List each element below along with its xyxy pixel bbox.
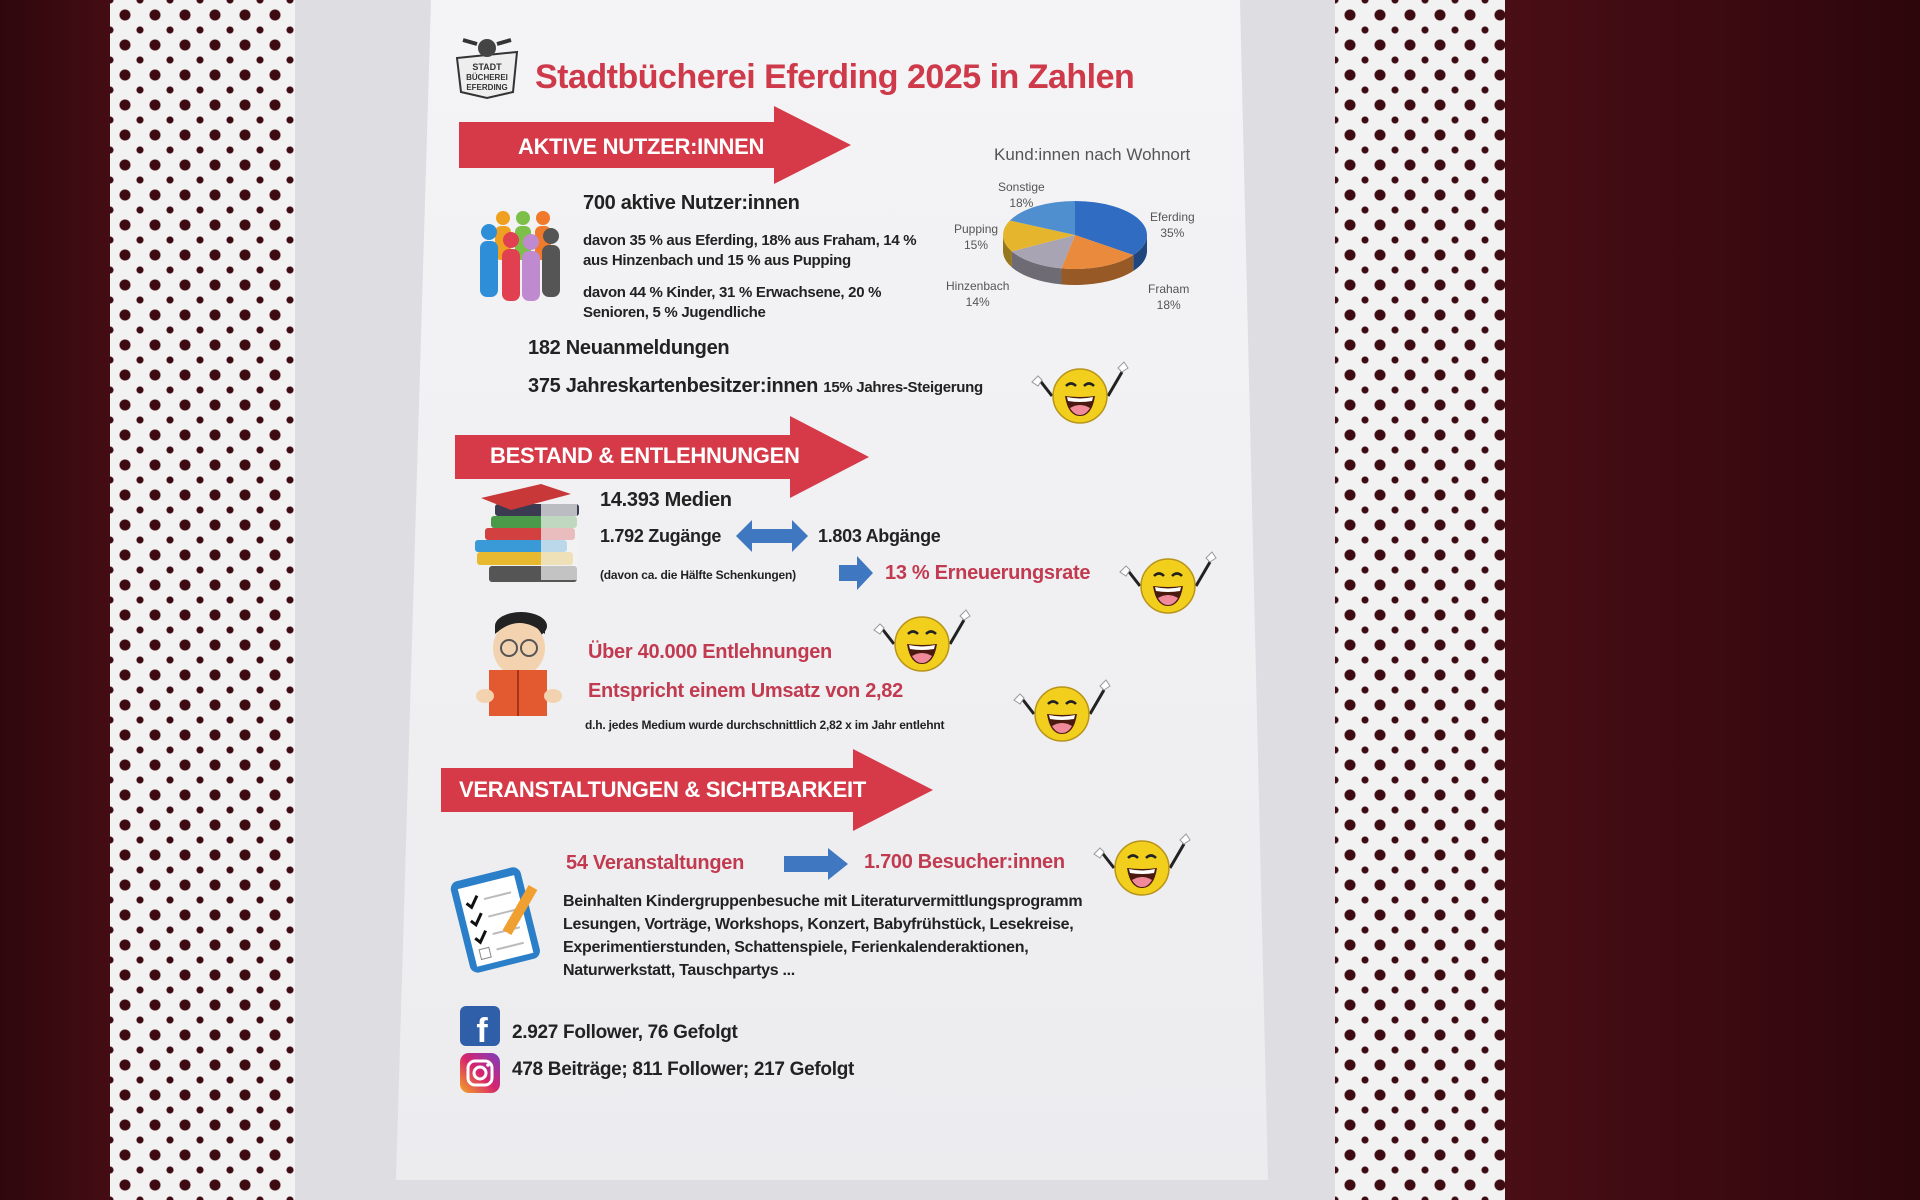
facebook-icon: f xyxy=(460,1006,500,1050)
library-logo: STADT BÜCHEREI EFERDING xyxy=(455,38,519,100)
donations-note: (davon ca. die Hälfte Schenkungen) xyxy=(600,568,796,582)
pie-label-eferding: Eferding 35% xyxy=(1150,209,1195,241)
visitor-count: 1.700 Besucher:innen xyxy=(864,851,1065,873)
instagram-stats: 478 Beiträge; 811 Follower; 217 Gefolgt xyxy=(512,1059,855,1080)
events-line: Beinhalten Kindergruppenbesuche mit Lite… xyxy=(563,893,1083,910)
turnover: Entspricht einem Umsatz von 2,82 xyxy=(588,680,903,702)
checklist-clipboard-icon xyxy=(450,867,540,973)
age-line-2: Senioren, 5 % Jugendliche xyxy=(583,304,766,321)
events-line: Naturwerkstatt, Tauschpartys ... xyxy=(563,962,795,979)
annual-growth: 15% Jahres-Steigerung xyxy=(823,379,983,396)
section-arrow-events xyxy=(441,749,933,831)
right-arrow-icon xyxy=(784,848,848,880)
pie-label-value: 18% xyxy=(1156,298,1181,312)
facebook-stats: 2.927 Follower, 76 Gefolgt xyxy=(512,1022,738,1043)
media-count: 14.393 Medien xyxy=(600,489,732,511)
pie-slice-eferding xyxy=(1075,201,1147,255)
instagram-icon xyxy=(460,1053,500,1093)
events-line: Lesungen, Vorträge, Workshops, Konzert, … xyxy=(563,916,1074,933)
svg-text:BÜCHEREI: BÜCHEREI xyxy=(466,73,508,82)
pie-slice-hinzenbach xyxy=(1011,235,1075,269)
events-line: Experimentierstunden, Schattenspiele, Fe… xyxy=(563,939,1029,956)
loans: Über 40.000 Entlehnungen xyxy=(588,641,832,663)
events-description: Beinhalten Kindergruppenbesuche mit Lite… xyxy=(563,890,1083,982)
pie-label-value: 14% xyxy=(965,295,990,309)
pie-label-name: Hinzenbach xyxy=(946,279,1010,293)
pie-slice-sonstige xyxy=(1009,201,1075,235)
book-stack-icon xyxy=(475,484,579,582)
pie-chart xyxy=(1003,201,1147,285)
section-heading-inventory: BESTAND & ENTLEHNUNGEN xyxy=(490,443,800,468)
age-line-1: davon 44 % Kinder, 31 % Erwachsene, 20 % xyxy=(583,284,882,301)
laughing-smiley-icon xyxy=(1092,830,1192,905)
laughing-smiley-icon xyxy=(1012,676,1112,751)
section-heading-events: VERANSTALTUNGEN & SICHTBARKEIT xyxy=(459,777,866,802)
svg-text:STADT: STADT xyxy=(472,62,502,72)
residence-line-1: davon 35 % aus Eferding, 18% aus Fraham,… xyxy=(583,232,917,249)
new-signups: 182 Neuanmeldungen xyxy=(528,337,730,359)
svg-text:EFERDING: EFERDING xyxy=(466,83,507,92)
additions: 1.792 Zugänge xyxy=(600,526,722,546)
pie-chart-title: Kund:innen nach Wohnort xyxy=(994,145,1191,164)
annual-cards-count: 375 Jahreskartenbesitzer:innen xyxy=(528,375,819,397)
pie-slice-side-fraham xyxy=(1061,254,1134,285)
svg-text:f: f xyxy=(476,1012,488,1050)
section-arrow-users xyxy=(459,106,851,184)
doily-lace-left xyxy=(110,0,295,1200)
double-arrow-icon xyxy=(736,520,808,552)
annual-cards: 375 Jahreskartenbesitzer:innen 15% Jahre… xyxy=(528,375,983,398)
people-group-icon xyxy=(480,211,560,301)
event-count: 54 Veranstaltungen xyxy=(566,852,744,874)
doily-lace-right xyxy=(1335,0,1505,1200)
reading-child-icon xyxy=(476,612,562,716)
section-heading-users: AKTIVE NUTZER:INNEN xyxy=(518,134,765,159)
pie-label-value: 18% xyxy=(1009,196,1034,210)
background-right xyxy=(1490,0,1920,1200)
pie-label-name: Sonstige xyxy=(998,180,1045,194)
pie-label-sonstige: Sonstige 18% xyxy=(998,179,1045,211)
pie-slice-side-eferding xyxy=(1133,235,1147,271)
section-arrow-inventory xyxy=(455,416,869,498)
pie-label-name: Pupping xyxy=(954,222,999,236)
pie-label-pupping: Pupping 15% xyxy=(954,221,998,253)
pie-label-value: 15% xyxy=(964,238,989,252)
pie-slice-side-pupping xyxy=(1003,235,1012,268)
right-arrow-icon xyxy=(839,556,873,590)
pie-slice-fraham xyxy=(1061,235,1134,269)
active-users: 700 aktive Nutzer:innen xyxy=(583,192,800,214)
pie-slice-side-hinzenbach xyxy=(1011,251,1062,285)
laughing-smiley-icon xyxy=(1118,548,1218,623)
pie-label-name: Eferding xyxy=(1150,210,1195,224)
residence-line-2: aus Hinzenbach und 15 % aus Pupping xyxy=(583,252,851,269)
removals: 1.803 Abgänge xyxy=(818,526,941,546)
pie-slice-pupping xyxy=(1003,220,1075,252)
page-title: Stadtbücherei Eferding 2025 in Zahlen xyxy=(535,58,1135,96)
laughing-smiley-icon xyxy=(872,606,972,681)
turnover-note: d.h. jedes Medium wurde durchschnittlich… xyxy=(585,718,945,732)
pie-label-value: 35% xyxy=(1160,226,1185,240)
pie-label-hinzenbach: Hinzenbach 14% xyxy=(946,278,1009,310)
laughing-smiley-icon xyxy=(1030,358,1130,433)
renewal-rate: 13 % Erneuerungsrate xyxy=(885,562,1091,584)
pie-label-fraham: Fraham 18% xyxy=(1148,281,1189,313)
pie-label-name: Fraham xyxy=(1148,282,1190,296)
